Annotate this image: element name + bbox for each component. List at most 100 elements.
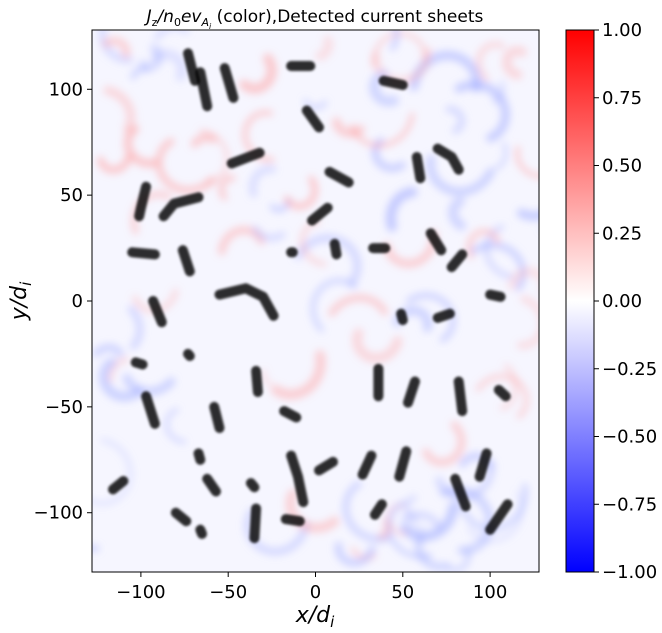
negative-current-filament bbox=[460, 483, 528, 531]
detected-current-sheet bbox=[314, 456, 338, 476]
positive-current-filament bbox=[239, 53, 277, 94]
colorbar-tick-label: −0.75 bbox=[602, 494, 657, 515]
y-tick-label: −50 bbox=[45, 397, 83, 418]
x-tick-label: 0 bbox=[310, 582, 321, 603]
negative-current-filament bbox=[310, 278, 358, 333]
positive-current-filament bbox=[283, 175, 319, 210]
detected-current-sheet bbox=[357, 450, 377, 480]
positive-current-filament bbox=[383, 230, 438, 268]
detected-current-sheet bbox=[202, 473, 221, 497]
detected-current-sheet bbox=[245, 478, 260, 493]
detected-current-sheet bbox=[195, 67, 213, 112]
negative-current-filament bbox=[153, 30, 190, 41]
positive-current-filament bbox=[123, 124, 159, 168]
detected-current-sheet bbox=[446, 249, 468, 273]
detected-current-sheet bbox=[183, 48, 200, 86]
detected-current-sheet bbox=[130, 357, 148, 370]
negative-current-filament bbox=[389, 30, 400, 51]
positive-current-filament bbox=[315, 35, 334, 61]
positive-current-filament bbox=[507, 267, 539, 290]
negative-current-filament bbox=[426, 154, 495, 196]
positive-current-filament bbox=[190, 133, 217, 148]
negative-current-filament bbox=[408, 521, 427, 530]
detected-current-sheet bbox=[425, 228, 447, 256]
positive-current-filament bbox=[350, 112, 415, 148]
x-axis-label: x/di bbox=[295, 603, 335, 631]
detected-current-sheet bbox=[249, 503, 262, 544]
negative-current-filament bbox=[138, 43, 164, 72]
plot-area bbox=[92, 30, 539, 572]
negative-current-filament bbox=[342, 480, 390, 543]
x-axis: −100 −50 0 50 100 bbox=[116, 572, 507, 603]
x-tick-label: 100 bbox=[473, 582, 507, 603]
detected-current-sheet bbox=[280, 514, 305, 527]
detected-current-sheet bbox=[195, 524, 207, 539]
detected-current-sheet bbox=[493, 384, 511, 402]
negative-current-filament bbox=[252, 225, 286, 242]
positive-current-filament bbox=[107, 357, 130, 383]
negative-current-filament bbox=[127, 305, 144, 350]
negative-current-filament bbox=[387, 500, 433, 559]
detected-current-sheet bbox=[485, 499, 513, 535]
y-tick-label: −100 bbox=[34, 503, 83, 524]
negative-current-filament bbox=[92, 343, 124, 358]
colorbar-tick-label: 0.25 bbox=[602, 223, 642, 244]
detected-current-sheet bbox=[214, 283, 279, 321]
negative-current-filament bbox=[92, 437, 133, 506]
positive-current-filament bbox=[515, 146, 539, 179]
positive-current-filament bbox=[501, 45, 528, 80]
positive-current-filament bbox=[371, 31, 427, 68]
detected-sheets bbox=[108, 48, 513, 544]
negative-current-filament bbox=[294, 234, 362, 287]
detected-current-sheet bbox=[141, 391, 160, 429]
x-tick-label: −100 bbox=[116, 582, 165, 603]
detected-current-sheet bbox=[432, 143, 464, 175]
detected-current-sheet bbox=[226, 147, 265, 169]
positive-current-filament bbox=[218, 174, 236, 201]
negative-current-filament bbox=[248, 165, 277, 198]
positive-current-filament bbox=[499, 363, 519, 412]
negative-current-filament bbox=[130, 66, 150, 80]
positive-current-filament bbox=[516, 295, 539, 349]
detected-current-sheet bbox=[329, 238, 342, 260]
positive-current-filament bbox=[352, 328, 403, 364]
negative-current-filament bbox=[446, 548, 471, 572]
x-tick-label: 50 bbox=[391, 582, 414, 603]
detected-current-sheet bbox=[403, 376, 420, 408]
detected-current-sheet bbox=[193, 448, 206, 465]
colorbar-tick-label: −0.25 bbox=[602, 359, 657, 380]
detected-current-sheet bbox=[394, 446, 412, 482]
negative-current-filament bbox=[494, 142, 508, 170]
x-tick-label: −50 bbox=[209, 582, 247, 603]
detected-current-sheet bbox=[219, 63, 239, 103]
negative-current-filament bbox=[399, 501, 459, 542]
negative-current-filament bbox=[517, 208, 539, 221]
y-tick-label: 0 bbox=[72, 291, 83, 312]
negative-current-filament bbox=[369, 70, 400, 107]
y-axis: −100 −50 0 50 100 bbox=[34, 79, 92, 524]
y-tick-label: 50 bbox=[60, 185, 83, 206]
detected-current-sheet bbox=[134, 181, 152, 222]
negative-current-filament bbox=[98, 357, 144, 402]
negative-current-filament bbox=[244, 507, 310, 556]
detected-current-sheet bbox=[450, 473, 471, 512]
detected-current-sheet bbox=[485, 289, 506, 302]
detected-current-sheet bbox=[307, 202, 333, 226]
detected-current-sheet bbox=[453, 376, 468, 417]
detected-current-sheet bbox=[183, 348, 195, 361]
y-axis-label: y/di bbox=[7, 281, 35, 321]
negative-current-filament bbox=[334, 541, 376, 567]
colorbar-tick-label: 0.00 bbox=[602, 291, 642, 312]
positive-current-filament bbox=[155, 137, 216, 195]
positive-current-filament bbox=[261, 369, 272, 386]
positive-current-filament bbox=[102, 36, 131, 59]
colorbar-tick-label: 1.00 bbox=[602, 20, 642, 41]
negative-current-filament bbox=[448, 196, 467, 231]
negative-current-filament bbox=[303, 98, 328, 110]
chart-title: Jz/n0evAi (color),Detected current sheet… bbox=[144, 7, 484, 31]
negative-current-filament bbox=[401, 511, 442, 530]
colorbar-tick-label: 0.75 bbox=[602, 88, 642, 109]
negative-current-filament bbox=[385, 187, 418, 232]
detected-current-sheet bbox=[378, 75, 408, 90]
